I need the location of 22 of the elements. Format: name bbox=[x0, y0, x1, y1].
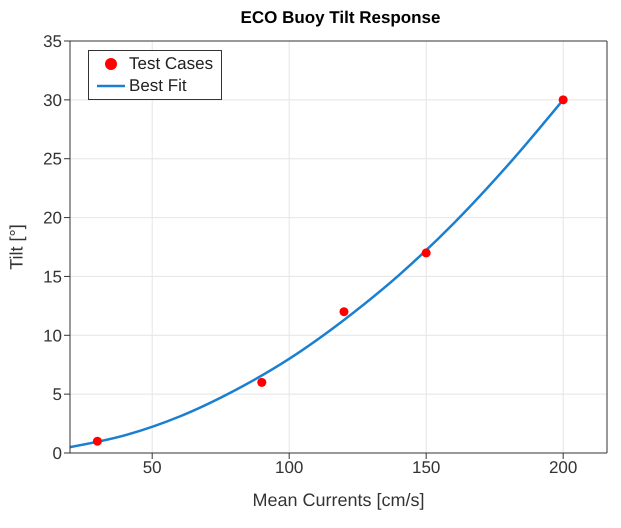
legend-label: Test Cases bbox=[129, 54, 214, 74]
x-tick-label: 150 bbox=[412, 458, 440, 478]
y-tick-label: 30 bbox=[43, 90, 62, 110]
x-tick-label: 50 bbox=[142, 458, 162, 478]
point bbox=[92, 436, 102, 446]
x-tick-label: 200 bbox=[548, 458, 578, 478]
point bbox=[339, 307, 348, 316]
y-tick-label: 0 bbox=[52, 444, 62, 464]
y-tick-label: 10 bbox=[43, 326, 62, 346]
y-tick-label: 20 bbox=[43, 208, 62, 228]
legend-label: Best Fit bbox=[129, 76, 187, 96]
y-tick-label: 25 bbox=[43, 150, 62, 169]
point bbox=[558, 95, 568, 104]
x-tick-label: 100 bbox=[274, 458, 304, 478]
y-tick-label: 5 bbox=[52, 385, 62, 404]
y-tick-label: 35 bbox=[43, 32, 62, 52]
y-axis-title: Tilt [°] bbox=[6, 224, 26, 270]
y-tick-label: 15 bbox=[43, 267, 62, 286]
point bbox=[257, 378, 266, 387]
chart-title: ECO Buoy Tilt Response bbox=[240, 8, 442, 29]
point bbox=[422, 248, 431, 258]
x-axis-title: Mean Currents [cm/s] bbox=[252, 490, 425, 510]
